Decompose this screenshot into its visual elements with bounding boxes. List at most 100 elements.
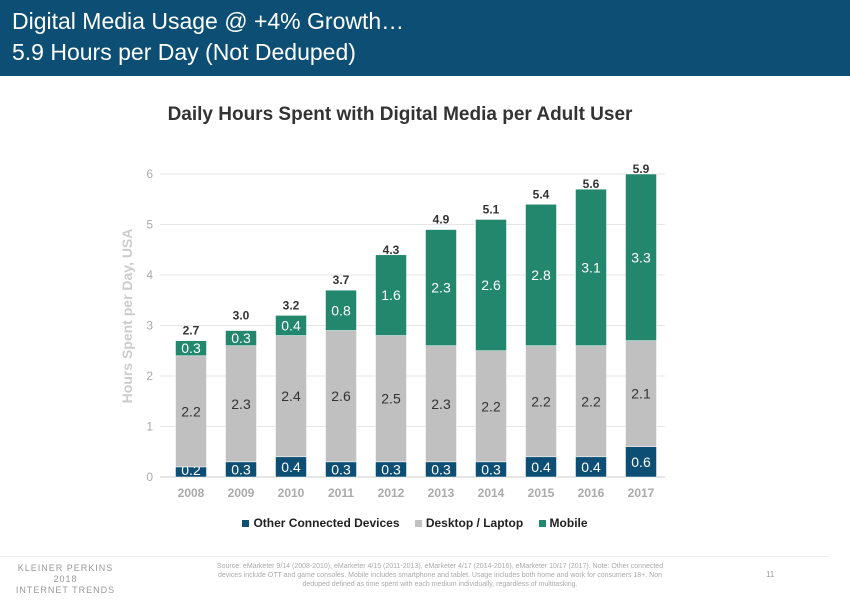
legend-swatch [538,520,546,527]
segment-label: 0.4 [281,318,301,334]
segment-label: 2.3 [431,396,451,412]
legend: Other Connected Devices Desktop / Laptop… [0,516,830,530]
page-number: 11 [766,570,775,579]
total-label: 5.6 [583,177,600,191]
segment-label: 2.8 [531,267,551,283]
x-tick-label: 2013 [428,486,455,500]
segment-label: 2.2 [581,393,601,409]
y-tick-label: 0 [146,470,153,484]
bar-segment [425,345,457,463]
segment-label: 2.6 [331,388,351,404]
y-tick-label: 2 [146,369,153,383]
legend-label: Mobile [549,516,588,530]
total-label: 4.9 [433,213,450,227]
segment-label: 0.4 [531,459,551,475]
bar-segment [425,229,457,346]
segment-label: 0.3 [481,461,501,477]
total-label: 4.3 [383,243,400,257]
legend-item-other: Other Connected Devices [242,516,400,530]
bar-segment [325,289,357,331]
segment-label: 2.3 [431,280,451,296]
total-label: 3.7 [333,273,350,287]
legend-item-desktop: Desktop / Laptop [414,516,524,530]
segment-label: 2.5 [381,391,401,407]
total-label: 3.2 [283,298,300,312]
y-tick-label: 5 [146,218,153,232]
segment-label: 0.4 [581,459,601,475]
bar-segment [175,355,207,468]
legend-label: Other Connected Devices [253,516,400,530]
logo-line: 2018 [53,574,78,584]
bar-segment [375,254,407,336]
x-tick-label: 2016 [578,486,605,500]
legend-swatch [242,520,250,527]
total-label: 5.1 [483,202,500,216]
total-label: 5.4 [533,187,550,201]
bar-segment [625,446,657,478]
segment-label: 2.3 [231,396,251,412]
total-label: 2.7 [183,324,200,338]
segment-label: 0.3 [331,461,351,477]
chart-title: Daily Hours Spent with Digital Media per… [167,104,633,125]
segment-label: 0.3 [231,330,251,346]
bar-segment [475,219,507,351]
bar-segment [225,330,257,346]
x-tick-label: 2014 [478,486,505,500]
bar-segment [275,315,307,336]
segment-label: 2.2 [531,393,551,409]
bar-segment [575,345,607,458]
segment-label: 2.6 [481,277,501,293]
slide-title-line1: Digital Media Usage @ +4% Growth… [12,8,405,34]
bar-segment [625,340,657,447]
segment-label: 2.2 [481,398,501,414]
segment-label: 0.8 [331,302,351,318]
footer-divider [0,556,830,557]
bar-segment [375,335,407,463]
bar-segment [525,345,557,458]
x-tick-label: 2010 [278,486,305,500]
bar-segment [325,330,357,463]
slide-header: Digital Media Usage @ +4% Growth… 5.9 Ho… [0,0,850,76]
segment-label: 3.3 [631,249,651,265]
y-tick-label: 3 [146,319,153,333]
logo-line: INTERNET TRENDS [15,585,116,595]
bar-segment [525,204,557,346]
segment-label: 0.3 [231,461,251,477]
x-tick-label: 2011 [328,486,354,500]
y-axis-label: Hours Spent per Day, USA [119,229,135,404]
source-note: Source: eMarketer 9/14 (2008-2010), eMar… [216,563,664,588]
y-tick-label: 6 [146,167,153,181]
segment-label: 2.2 [181,403,201,419]
segment-label: 2.1 [631,386,651,402]
x-tick-label: 2008 [178,486,205,500]
segment-label: 0.3 [381,461,401,477]
bar-segment [225,345,257,463]
segment-label: 0.6 [631,454,651,470]
bar-segment [275,335,307,458]
slide-title-line2: 5.9 Hours per Day (Not Deduped) [12,39,356,65]
legend-label: Desktop / Laptop [425,516,524,530]
legend-swatch [414,520,422,527]
segment-label: 0.3 [181,340,201,356]
total-label: 5.9 [633,162,650,176]
x-tick-label: 2017 [628,486,655,500]
bar-segment [175,340,207,357]
bar-segment [575,188,607,346]
kleiner-perkins-logo: KLEINER PERKINS 2018 INTERNET TRENDS [8,563,123,596]
segment-label: 0.3 [431,461,451,477]
bar-segment [625,173,657,341]
segment-label: 1.6 [381,287,401,303]
total-label: 3.0 [233,309,250,323]
segment-label: 3.1 [581,259,601,275]
x-tick-label: 2009 [228,486,255,500]
x-tick-label: 2015 [528,486,555,500]
legend-item-mobile: Mobile [538,516,588,530]
x-tick-label: 2012 [378,486,405,500]
y-tick-label: 4 [146,268,153,282]
logo-line: KLEINER PERKINS [17,563,114,573]
segment-label: 2.4 [281,388,301,404]
y-tick-label: 1 [146,420,153,434]
segment-label: 0.4 [281,459,301,475]
bar-segment [475,350,507,463]
